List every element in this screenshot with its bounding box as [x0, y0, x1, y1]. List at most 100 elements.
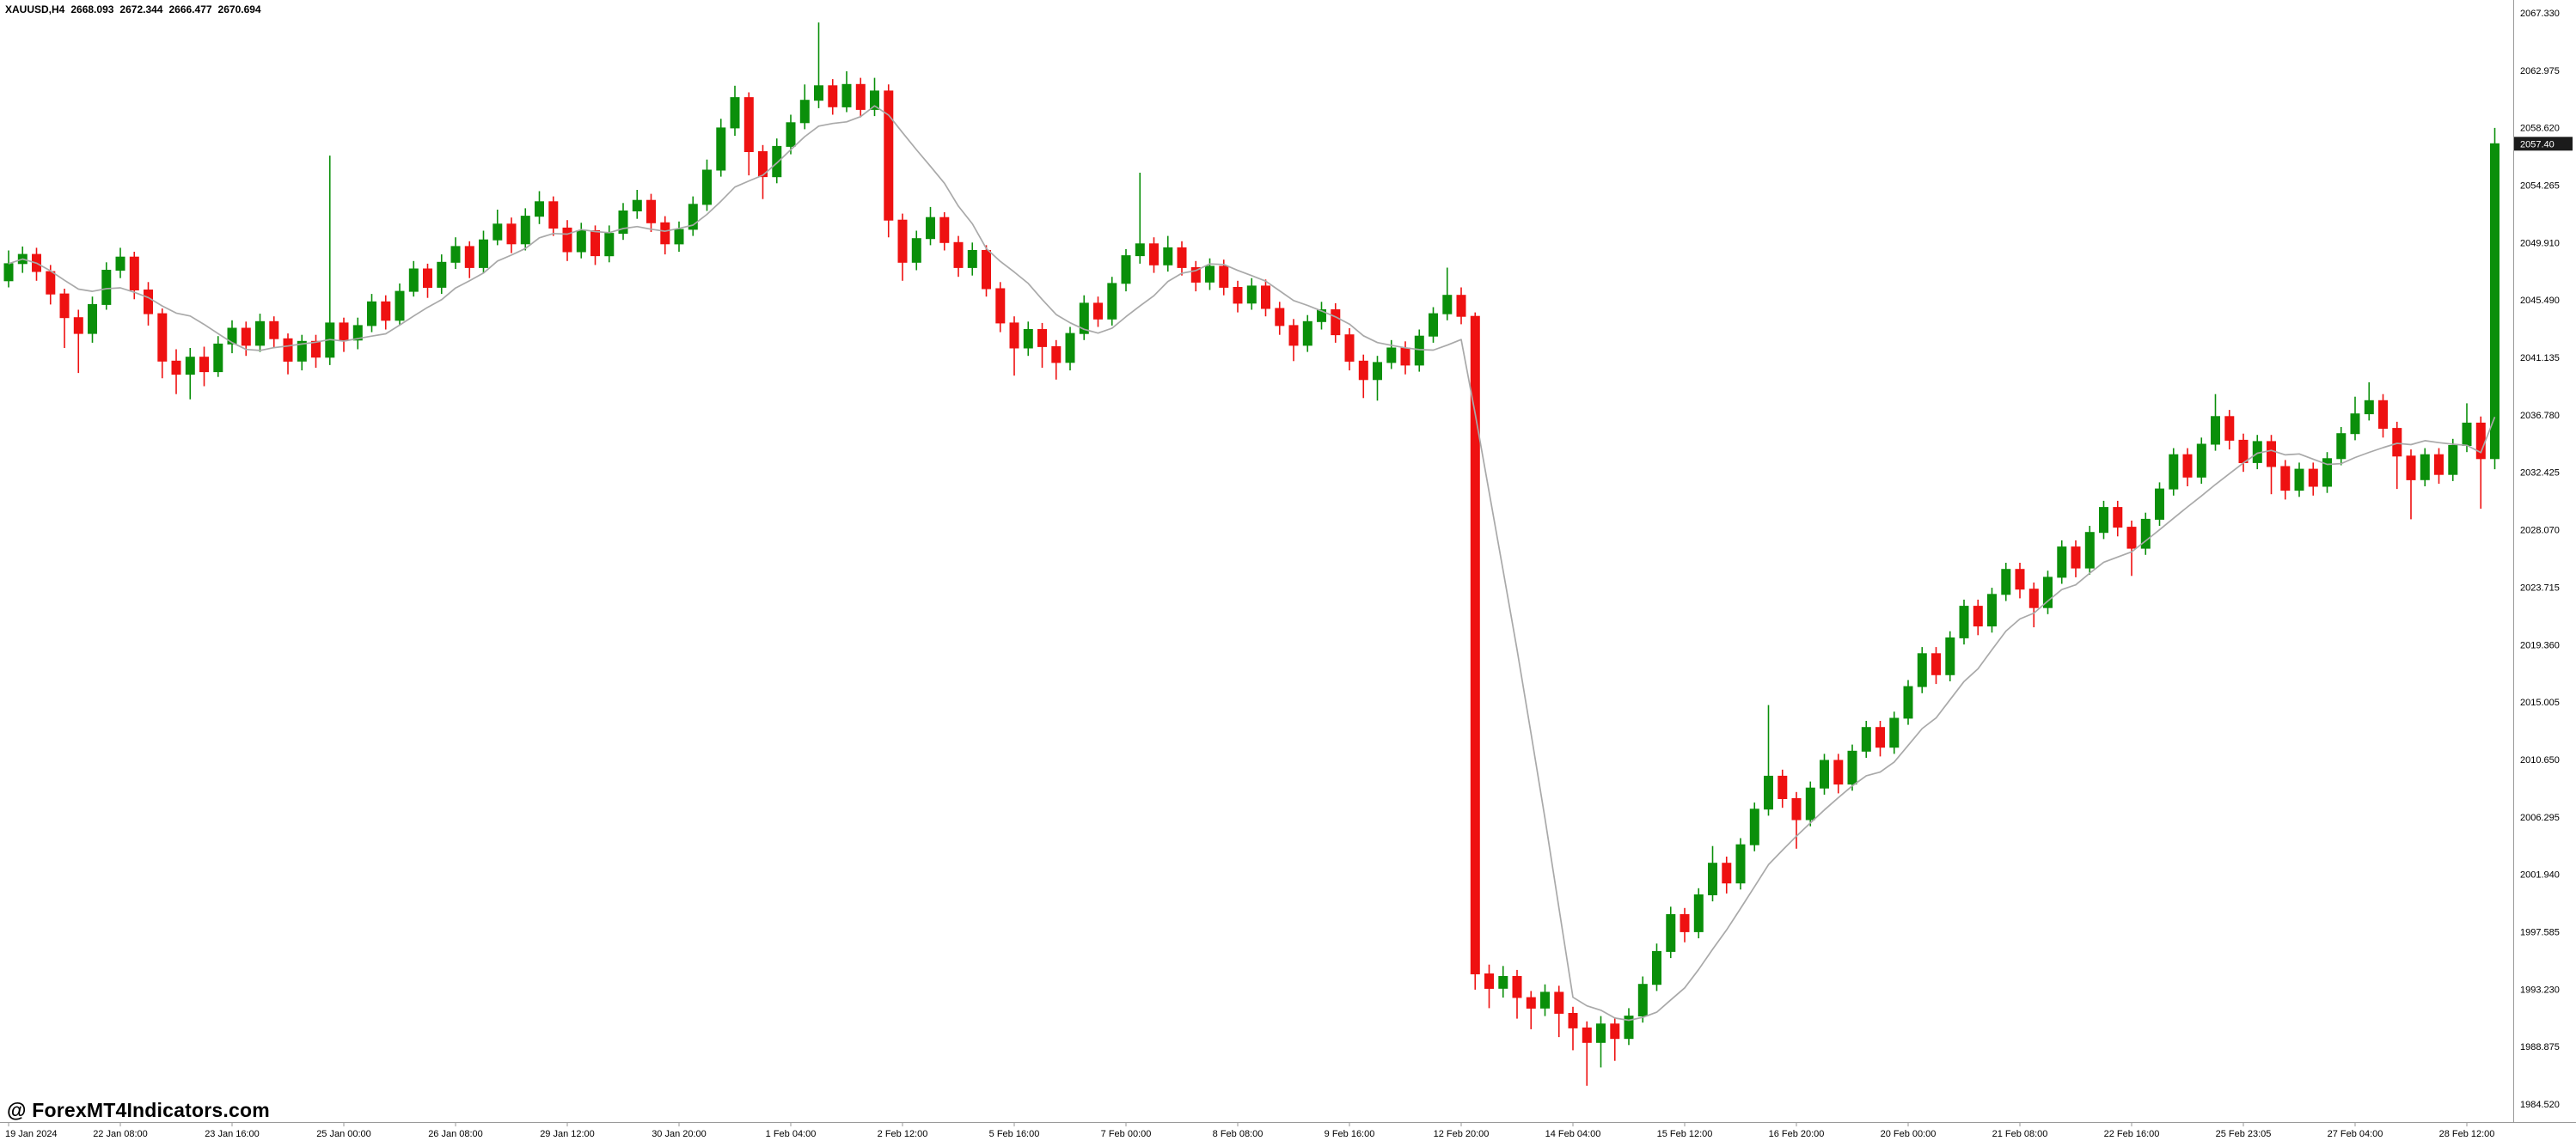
- candle-body: [1973, 606, 1983, 627]
- price-axis-label: 2049.910: [2520, 238, 2560, 248]
- time-axis-label: 23 Jan 16:00: [205, 1129, 260, 1139]
- candle-body: [88, 303, 97, 334]
- candle-body: [395, 290, 405, 321]
- candle-body: [311, 340, 321, 358]
- chart-plot-area[interactable]: [0, 0, 2513, 1122]
- candle-body: [1833, 760, 1844, 785]
- candle-body: [2211, 416, 2220, 445]
- candle-body: [479, 239, 488, 268]
- candle-body: [1051, 346, 1062, 363]
- time-axis-label: 15 Feb 12:00: [1657, 1129, 1713, 1139]
- time-axis-label: 20 Feb 00:00: [1881, 1129, 1937, 1139]
- time-axis-label: 22 Jan 08:00: [93, 1129, 148, 1139]
- ohlc-low-value: 2666.477: [168, 3, 212, 15]
- candle-body: [911, 238, 921, 263]
- candle-body: [2280, 466, 2291, 491]
- candle-body: [1987, 594, 1997, 627]
- candle-body: [115, 256, 125, 272]
- candle-body: [157, 313, 168, 362]
- candle-body: [2294, 468, 2304, 491]
- current-price-marker[interactable]: [2514, 137, 2573, 151]
- candle-body: [1693, 894, 1704, 932]
- candle-body: [2043, 577, 2053, 608]
- candle-body: [101, 270, 112, 305]
- time-axis-label: 1 Feb 04:00: [766, 1129, 817, 1139]
- candle-body: [1177, 247, 1187, 268]
- price-axis-label: 1984.520: [2520, 1100, 2560, 1110]
- candle-body: [1317, 309, 1326, 322]
- candle-body: [520, 216, 530, 245]
- candle-body: [1107, 283, 1117, 320]
- candle-body: [2028, 589, 2039, 608]
- price-axis-label: 1997.585: [2520, 928, 2560, 938]
- candle-body: [576, 230, 586, 253]
- candle-body: [423, 268, 432, 288]
- candle-body: [2308, 468, 2318, 487]
- candle-body: [1358, 360, 1368, 381]
- time-axis-label: 19 Jan 2024: [5, 1129, 58, 1139]
- price-axis-label: 2036.780: [2520, 411, 2560, 421]
- candle-body: [1261, 285, 1270, 309]
- candle-body: [1429, 313, 1438, 337]
- candle-body: [855, 83, 866, 110]
- candle-body: [982, 250, 991, 290]
- time-axis-label: 27 Feb 04:00: [2328, 1129, 2383, 1139]
- candle-body: [1456, 295, 1466, 317]
- candle-body: [506, 223, 517, 245]
- price-axis-label: 2045.490: [2520, 296, 2560, 306]
- candle-body: [1820, 760, 1829, 789]
- candle-body: [1219, 265, 1229, 288]
- time-axis-label: 12 Feb 20:00: [1434, 1129, 1490, 1139]
- candle-body: [2001, 569, 2011, 595]
- time-axis-label: 5 Feb 16:00: [989, 1129, 1040, 1139]
- time-axis-label: 29 Jan 12:00: [540, 1129, 595, 1139]
- candle-body: [1610, 1023, 1620, 1040]
- candle-body: [2057, 546, 2067, 578]
- candle-body: [1288, 325, 1299, 346]
- ohlc-high-value: 2672.344: [119, 3, 163, 15]
- candle-body: [1959, 606, 1969, 638]
- candle-body: [841, 83, 852, 107]
- symbol-timeframe-label: XAUUSD,H4: [5, 3, 65, 15]
- candle-body: [995, 288, 1006, 324]
- candle-body: [1875, 727, 1885, 748]
- candle-body: [2378, 400, 2388, 429]
- candle-body: [1023, 329, 1033, 349]
- candle-body: [199, 357, 209, 373]
- price-axis-label: 2023.715: [2520, 583, 2560, 593]
- candle-body: [2238, 439, 2249, 464]
- candle-body: [604, 233, 615, 257]
- candle-body: [562, 227, 572, 253]
- candle-body: [1386, 347, 1397, 363]
- candle-body: [381, 301, 391, 321]
- candle-body: [814, 85, 823, 101]
- price-axis-label: 2054.265: [2520, 181, 2560, 192]
- candle-body: [897, 219, 908, 263]
- candle-body: [1190, 267, 1201, 283]
- candle-body: [1861, 727, 1871, 752]
- candle-body: [632, 199, 642, 211]
- candle-body: [590, 230, 600, 257]
- candle-body: [408, 268, 419, 292]
- time-axis-label: 30 Jan 20:00: [652, 1129, 707, 1139]
- candle-body: [1847, 750, 1857, 785]
- moving-average-line: [8, 105, 2496, 1022]
- time-axis-label: 25 Jan 00:00: [316, 1129, 371, 1139]
- candle-body: [2336, 433, 2347, 460]
- candle-body: [1414, 335, 1424, 366]
- candle-body: [2084, 532, 2095, 569]
- candle-body: [2224, 416, 2235, 441]
- price-axis-label: 2001.940: [2520, 870, 2560, 881]
- candle-body: [3, 263, 14, 282]
- candle-body: [2322, 458, 2332, 487]
- candle-body: [1121, 255, 1131, 284]
- candle-body: [772, 145, 782, 178]
- candle-body: [884, 90, 894, 221]
- time-axis[interactable]: [0, 1122, 2576, 1141]
- candle-body: [1791, 798, 1802, 821]
- candle-body: [1540, 992, 1550, 1009]
- price-axis[interactable]: [2513, 0, 2576, 1122]
- candle-body: [1568, 1013, 1578, 1028]
